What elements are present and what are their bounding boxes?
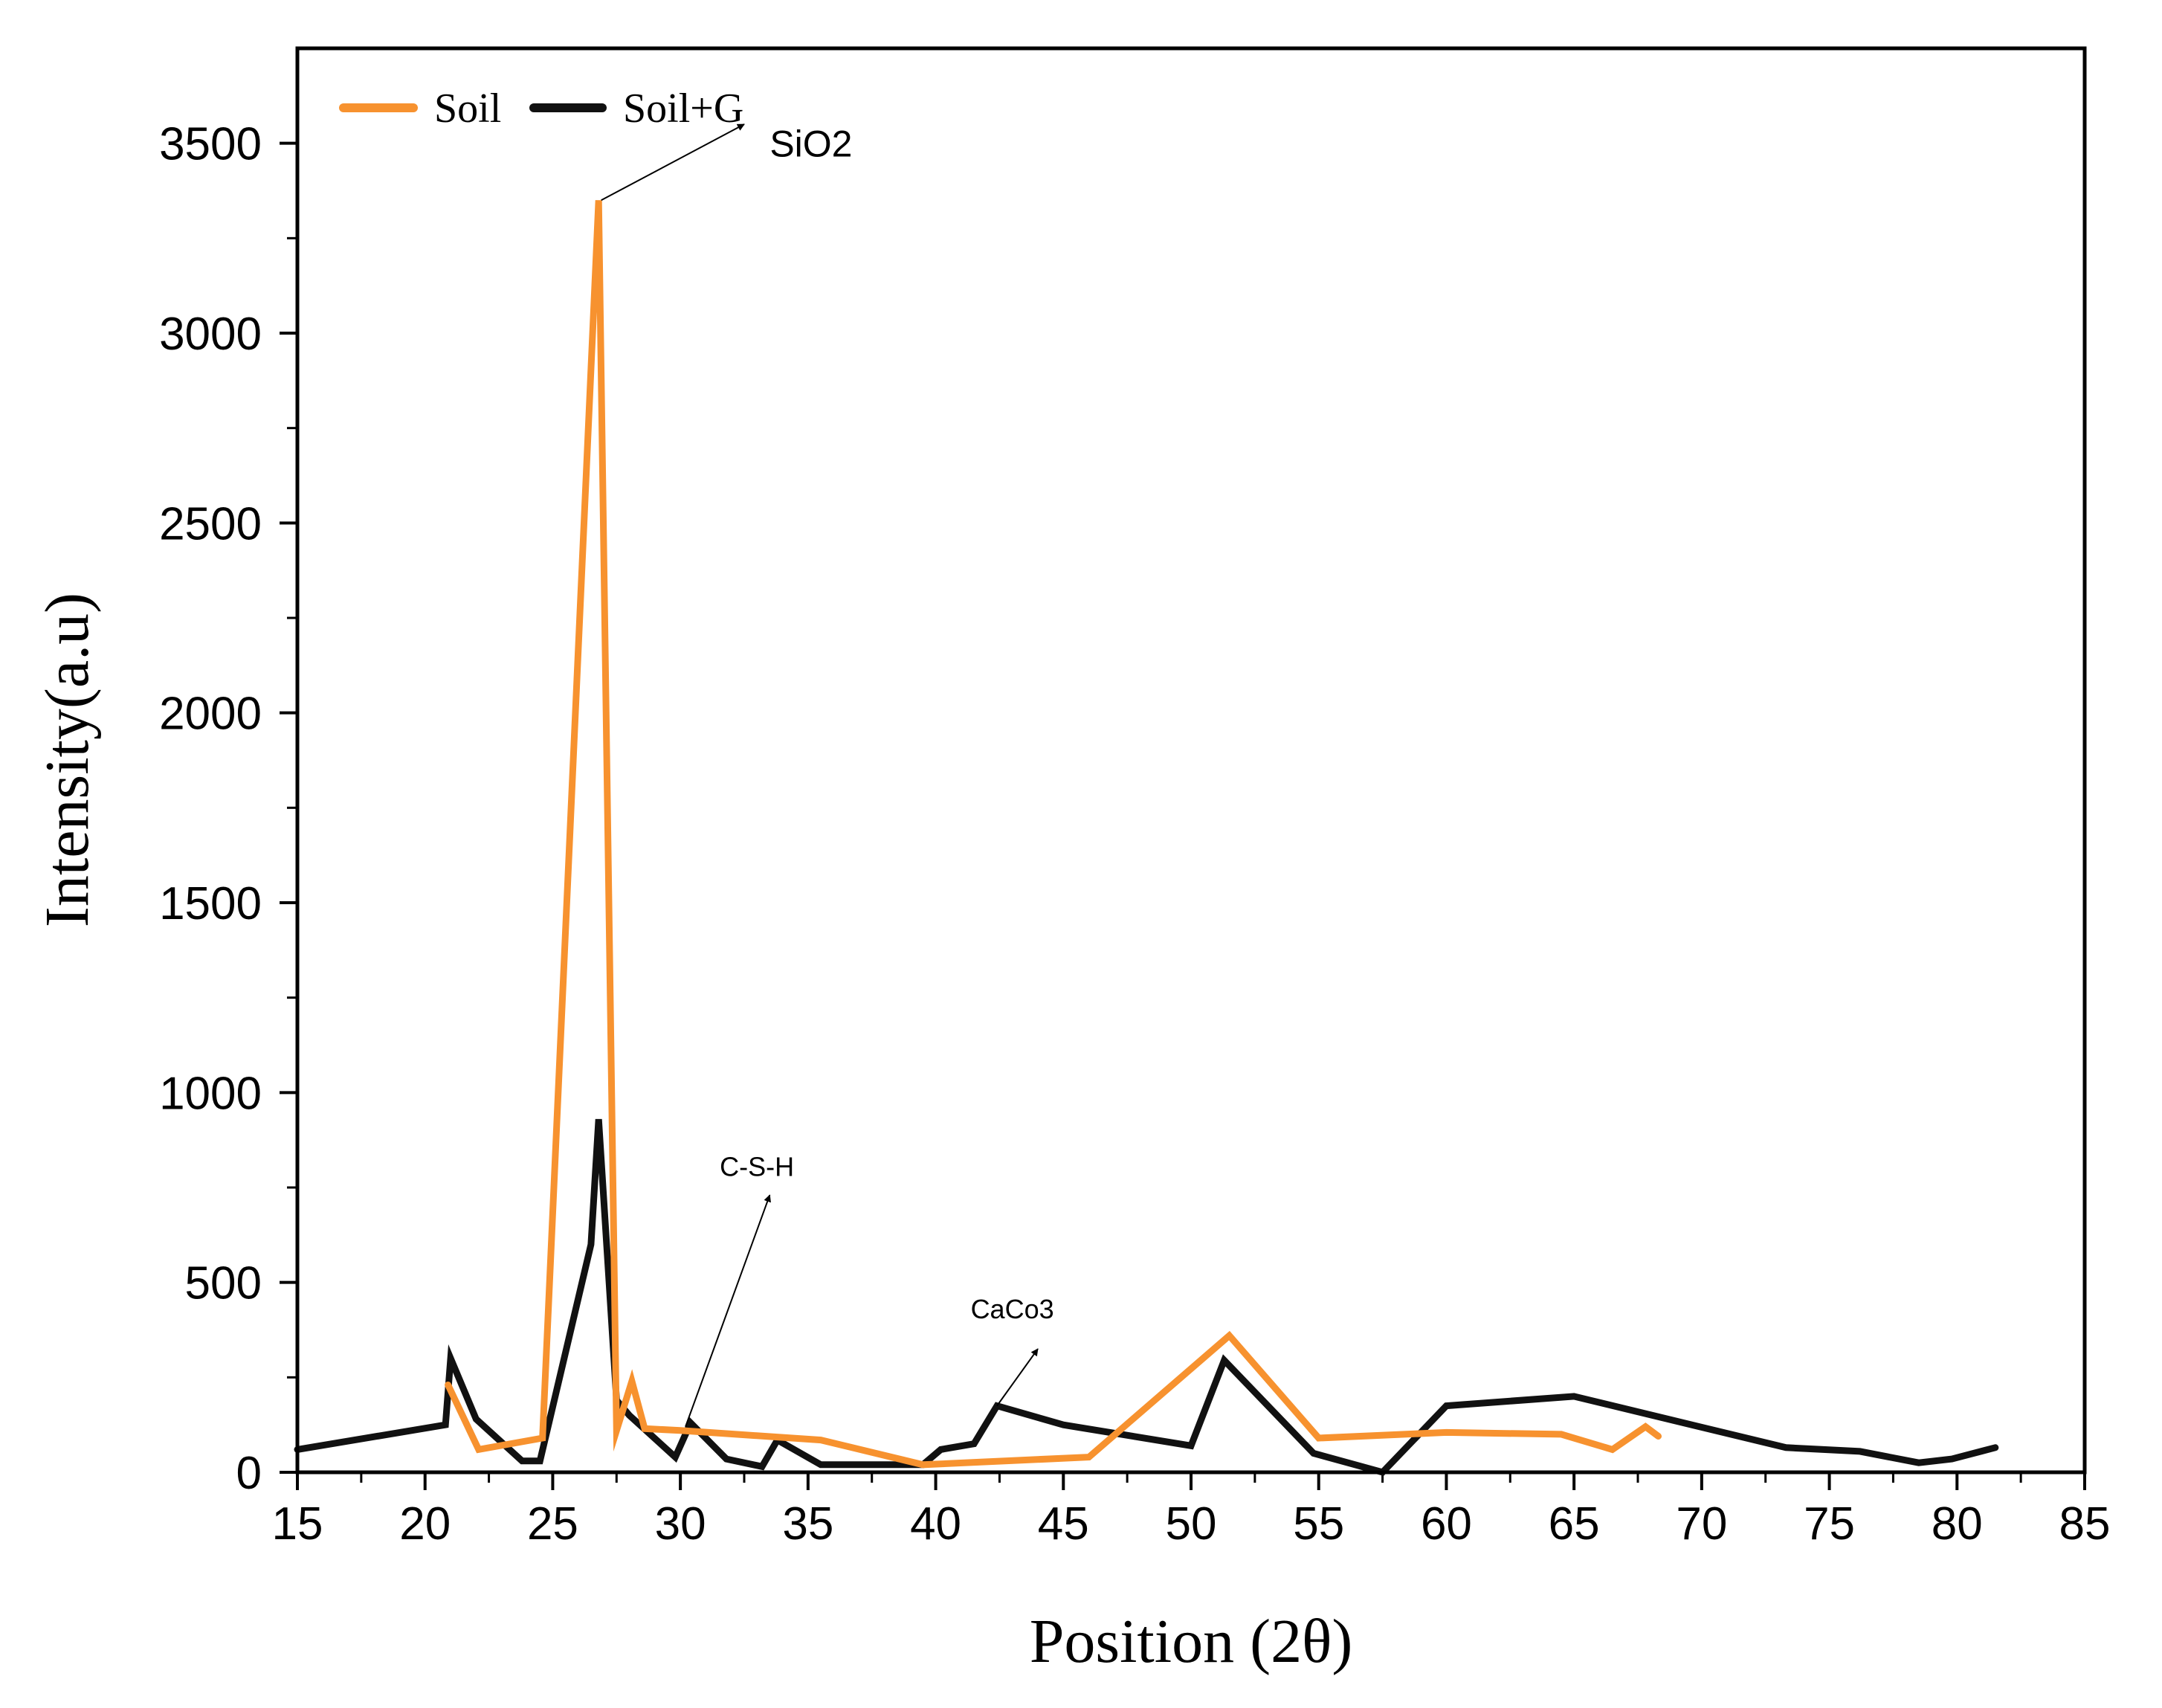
x-tick-label: 80: [1932, 1498, 1983, 1550]
x-tick-label: 60: [1421, 1498, 1472, 1550]
y-tick-label: 2500: [159, 498, 262, 550]
tick-labels: 15 20 25 30 35 40 45 50 55 60 65 70 75 80 85 0 500 1000 15…: [159, 119, 2110, 1550]
plot-frame: [295, 46, 2087, 1475]
annotation-arrow-c-s-h: [685, 1194, 771, 1428]
y-tick-label: 1000: [159, 1068, 262, 1119]
x-axis-title: Position (2θ): [1030, 1607, 1353, 1676]
annotation-label-c-s-h: C-S-H: [720, 1152, 794, 1182]
y-tick-label: 0: [236, 1448, 262, 1499]
legend: Soil Soil+G: [339, 86, 743, 132]
series-lines: [294, 200, 1999, 1477]
y-tick-label: 500: [185, 1258, 262, 1309]
x-tick-label: 35: [782, 1498, 833, 1550]
series-line-soil-g: [294, 1118, 1999, 1477]
x-tick-label: 85: [2059, 1498, 2111, 1550]
x-tick-label: 50: [1166, 1498, 1217, 1550]
y-tick-label: 1500: [159, 878, 262, 929]
x-tick-label: 75: [1804, 1498, 1855, 1550]
annotation-label-sio2: SiO2: [769, 123, 852, 165]
y-axis-title: Intensity(a.u): [33, 593, 102, 927]
y-tick-label: 3500: [159, 119, 262, 170]
series-line-soil: [445, 200, 1662, 1469]
legend-label-soil: Soil: [434, 86, 501, 132]
x-tick-label: 15: [272, 1498, 323, 1550]
x-tick-label: 70: [1676, 1498, 1727, 1550]
annotation-arrow-sio2: [601, 123, 745, 202]
x-tick-label: 45: [1038, 1498, 1089, 1550]
x-tick-label: 20: [399, 1498, 451, 1550]
x-tick-label: 40: [910, 1498, 961, 1550]
annotations: SiO2 C-S-H CaCo3: [601, 123, 1054, 1428]
x-tick-label: 55: [1293, 1498, 1344, 1550]
y-tick-label: 2000: [159, 689, 262, 740]
x-tick-label: 25: [527, 1498, 578, 1550]
annotation-arrow-caco3: [996, 1348, 1039, 1407]
annotation-label-caco3: CaCo3: [971, 1294, 1054, 1324]
x-tick-label: 65: [1549, 1498, 1600, 1550]
x-tick-label: 30: [655, 1498, 706, 1550]
legend-label-soil-g: Soil+G: [623, 86, 743, 132]
y-tick-label: 3000: [159, 309, 262, 360]
